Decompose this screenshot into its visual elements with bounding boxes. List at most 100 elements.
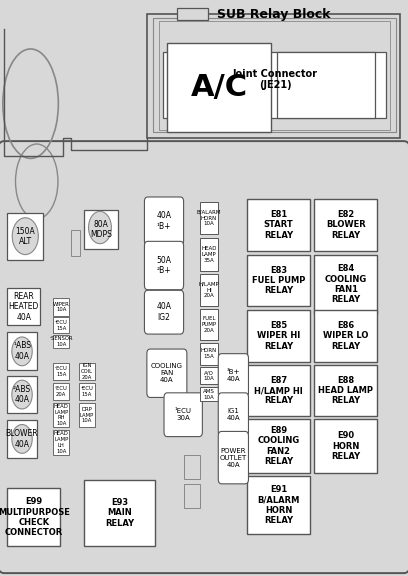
FancyBboxPatch shape (84, 480, 155, 546)
FancyBboxPatch shape (218, 393, 248, 437)
Text: ⁴ECU
15A: ⁴ECU 15A (55, 320, 68, 331)
Text: ³B+
40A: ³B+ 40A (226, 369, 240, 382)
Text: E86
WIPER LO
RELAY: E86 WIPER LO RELAY (323, 321, 368, 351)
FancyBboxPatch shape (163, 52, 386, 118)
FancyBboxPatch shape (53, 363, 69, 380)
Text: IG1
40A: IG1 40A (226, 408, 240, 421)
Text: ¹SENSOR
10A: ¹SENSOR 10A (49, 336, 73, 347)
Text: E87
H/LAMP HI
RELAY: E87 H/LAMP HI RELAY (254, 376, 303, 406)
Text: HEAD
LAMP
RH
10A: HEAD LAMP RH 10A (54, 404, 69, 426)
Text: H/LAMP
HI
20A: H/LAMP HI 20A (199, 282, 220, 298)
FancyBboxPatch shape (200, 367, 218, 384)
Text: SUB Relay Block: SUB Relay Block (217, 8, 330, 21)
Text: HEAD
LAMP
35A: HEAD LAMP 35A (202, 246, 217, 263)
FancyBboxPatch shape (79, 363, 95, 380)
FancyBboxPatch shape (0, 141, 408, 573)
Circle shape (12, 425, 32, 453)
Text: BLOWER
40A: BLOWER 40A (6, 430, 38, 449)
FancyBboxPatch shape (200, 274, 218, 306)
Text: ³ECU
20A: ³ECU 20A (55, 386, 68, 397)
FancyBboxPatch shape (71, 230, 80, 256)
FancyBboxPatch shape (200, 309, 218, 340)
FancyBboxPatch shape (7, 420, 37, 458)
Text: E89
COOLING
FAN2
RELAY: E89 COOLING FAN2 RELAY (257, 426, 299, 466)
Text: ²ABS
40A: ²ABS 40A (13, 385, 31, 404)
Text: E91
B/ALARM
HORN
RELAY: E91 B/ALARM HORN RELAY (257, 485, 299, 525)
Text: AMS
10A: AMS 10A (203, 389, 215, 400)
FancyBboxPatch shape (247, 476, 310, 534)
Text: E83
FUEL PUMP
RELAY: E83 FUEL PUMP RELAY (252, 266, 305, 295)
FancyBboxPatch shape (247, 199, 310, 251)
Text: ¹ABS
40A: ¹ABS 40A (13, 342, 31, 361)
Text: COOLING
FAN
40A: COOLING FAN 40A (151, 363, 183, 383)
Text: E99
MULTIPURPOSE
CHECK
CONNECTOR: E99 MULTIPURPOSE CHECK CONNECTOR (0, 497, 70, 537)
Text: POWER
OUTLET
40A: POWER OUTLET 40A (220, 448, 247, 468)
FancyBboxPatch shape (167, 43, 271, 132)
FancyBboxPatch shape (200, 343, 218, 365)
FancyBboxPatch shape (314, 255, 377, 314)
FancyBboxPatch shape (314, 365, 377, 416)
FancyBboxPatch shape (7, 213, 43, 260)
FancyBboxPatch shape (147, 14, 400, 138)
FancyBboxPatch shape (144, 241, 184, 290)
Text: 150A
ALT: 150A ALT (16, 227, 35, 247)
FancyBboxPatch shape (53, 298, 69, 316)
Text: E88
HEAD LAMP
RELAY: E88 HEAD LAMP RELAY (318, 376, 373, 406)
FancyBboxPatch shape (277, 52, 375, 118)
FancyBboxPatch shape (247, 255, 310, 306)
FancyBboxPatch shape (247, 310, 310, 362)
FancyBboxPatch shape (159, 21, 390, 130)
Text: E84
COOLING
FAN1
RELAY: E84 COOLING FAN1 RELAY (325, 264, 367, 304)
Text: A/O
10A: A/O 10A (204, 370, 215, 381)
Text: FUEL
PUMP
20A: FUEL PUMP 20A (202, 316, 217, 333)
Text: 50A
²B+: 50A ²B+ (157, 256, 171, 275)
Text: DRP
LAMP
10A: DRP LAMP 10A (80, 407, 94, 423)
FancyBboxPatch shape (144, 290, 184, 334)
Text: HORN
15A: HORN 15A (201, 348, 217, 359)
FancyBboxPatch shape (153, 18, 396, 132)
Text: WIPER
10A: WIPER 10A (53, 302, 70, 312)
Text: ¹ECU
30A: ¹ECU 30A (175, 408, 192, 421)
FancyBboxPatch shape (53, 383, 69, 400)
Text: 80A
MDPS: 80A MDPS (90, 219, 112, 239)
FancyBboxPatch shape (53, 335, 69, 348)
FancyBboxPatch shape (247, 419, 310, 473)
Text: ²ECU
15A: ²ECU 15A (55, 366, 68, 377)
FancyBboxPatch shape (144, 197, 184, 245)
Text: E85
WIPER HI
RELAY: E85 WIPER HI RELAY (257, 321, 300, 351)
FancyBboxPatch shape (7, 288, 40, 325)
FancyBboxPatch shape (147, 349, 187, 397)
Text: E93
MAIN
RELAY: E93 MAIN RELAY (105, 498, 134, 528)
FancyBboxPatch shape (314, 199, 377, 251)
FancyBboxPatch shape (79, 403, 95, 427)
FancyBboxPatch shape (177, 8, 208, 20)
Text: IGN
COIL
20A: IGN COIL 20A (81, 363, 93, 380)
Text: E90
HORN
RELAY: E90 HORN RELAY (331, 431, 360, 461)
Text: 40A
IG2: 40A IG2 (157, 302, 171, 322)
FancyBboxPatch shape (7, 376, 37, 413)
Circle shape (12, 337, 32, 366)
FancyBboxPatch shape (218, 354, 248, 397)
FancyBboxPatch shape (53, 403, 69, 427)
Text: HEAD
LAMP
LH
10A: HEAD LAMP LH 10A (54, 431, 69, 454)
Text: Joint Connector
(JE21): Joint Connector (JE21) (233, 69, 318, 90)
FancyBboxPatch shape (200, 202, 218, 234)
FancyBboxPatch shape (218, 431, 248, 484)
FancyBboxPatch shape (314, 310, 377, 362)
Text: A/C: A/C (191, 73, 248, 102)
FancyBboxPatch shape (7, 332, 37, 370)
Text: 40A
¹B+: 40A ¹B+ (157, 211, 171, 231)
FancyBboxPatch shape (79, 383, 95, 400)
FancyBboxPatch shape (53, 317, 69, 333)
Text: REAR
HEATED
40A: REAR HEATED 40A (9, 292, 39, 321)
FancyBboxPatch shape (7, 488, 60, 546)
FancyBboxPatch shape (314, 419, 377, 473)
Text: E81
START
RELAY: E81 START RELAY (264, 210, 293, 240)
FancyBboxPatch shape (200, 238, 218, 271)
FancyBboxPatch shape (184, 484, 200, 508)
FancyBboxPatch shape (200, 387, 218, 401)
Text: E82
BLOWER
RELAY: E82 BLOWER RELAY (326, 210, 366, 240)
Circle shape (12, 380, 32, 409)
FancyBboxPatch shape (247, 365, 310, 416)
FancyBboxPatch shape (84, 210, 118, 249)
